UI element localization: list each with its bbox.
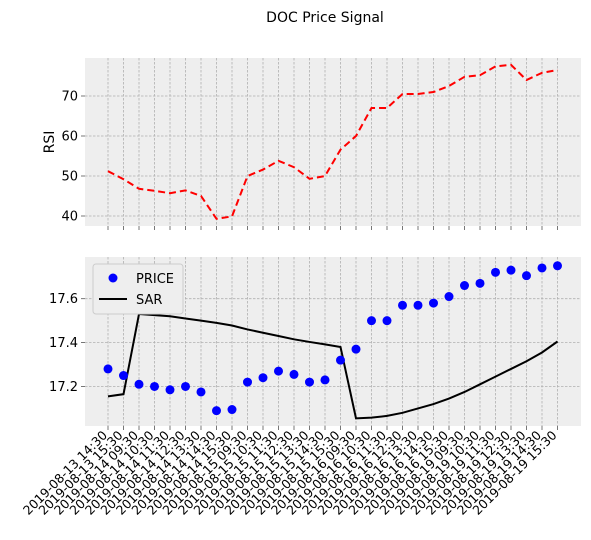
y-tick-label: 50 bbox=[61, 170, 78, 185]
price-series-points bbox=[103, 261, 562, 416]
legend: PRICE SAR bbox=[92, 263, 184, 315]
price-point bbox=[506, 265, 516, 275]
rsi-panel: 40 50 60 70 RSI bbox=[42, 58, 581, 230]
legend-price-label: PRICE bbox=[136, 272, 174, 287]
y-tick-label: 70 bbox=[61, 90, 78, 105]
price-point bbox=[522, 271, 531, 281]
y-tick-label: 17.6 bbox=[49, 292, 78, 307]
rsi-y-axis-label: RSI bbox=[42, 131, 58, 154]
rsi-y-ticks: 40 50 60 70 bbox=[61, 90, 558, 230]
price-gridlines bbox=[85, 257, 581, 426]
y-tick-label: 17.4 bbox=[49, 336, 78, 351]
price-panel: 17.2 17.4 17.6 2019-08-13 14:302019-08-13 … bbox=[20, 257, 581, 518]
price-point bbox=[134, 379, 144, 389]
price-point bbox=[460, 281, 469, 291]
price-point bbox=[150, 381, 159, 391]
price-point bbox=[289, 369, 299, 379]
price-point bbox=[103, 364, 113, 374]
y-tick-label: 40 bbox=[61, 210, 78, 225]
price-point bbox=[351, 344, 361, 354]
price-point bbox=[320, 375, 330, 385]
price-point bbox=[475, 278, 485, 288]
price-point bbox=[165, 385, 175, 395]
price-point bbox=[413, 300, 423, 310]
y-tick-label: 17.2 bbox=[49, 380, 78, 395]
price-point bbox=[274, 366, 283, 376]
price-y-ticks: 17.2 17.4 17.6 bbox=[49, 292, 558, 430]
rsi-gridlines bbox=[85, 58, 581, 226]
price-point bbox=[444, 292, 454, 302]
rsi-plot-background bbox=[85, 58, 581, 226]
price-point bbox=[196, 387, 206, 397]
legend-price-marker bbox=[108, 273, 118, 283]
price-point bbox=[212, 406, 221, 416]
price-point bbox=[336, 355, 345, 365]
price-point bbox=[305, 377, 314, 387]
price-point bbox=[491, 267, 500, 277]
price-point bbox=[119, 371, 128, 381]
price-point bbox=[382, 316, 392, 326]
price-point bbox=[243, 377, 252, 387]
price-point bbox=[553, 261, 562, 271]
price-point bbox=[367, 316, 376, 326]
legend-sar-label: SAR bbox=[136, 293, 162, 308]
price-point bbox=[398, 300, 407, 310]
rsi-series-line bbox=[107, 63, 558, 220]
price-point bbox=[537, 263, 547, 273]
price-point bbox=[227, 405, 237, 415]
figure-title: DOC Price Signal bbox=[266, 10, 384, 26]
price-point bbox=[181, 381, 190, 391]
y-tick-label: 60 bbox=[61, 130, 78, 145]
price-point bbox=[258, 373, 268, 383]
sar-series-line bbox=[107, 313, 559, 420]
price-point bbox=[429, 298, 438, 308]
